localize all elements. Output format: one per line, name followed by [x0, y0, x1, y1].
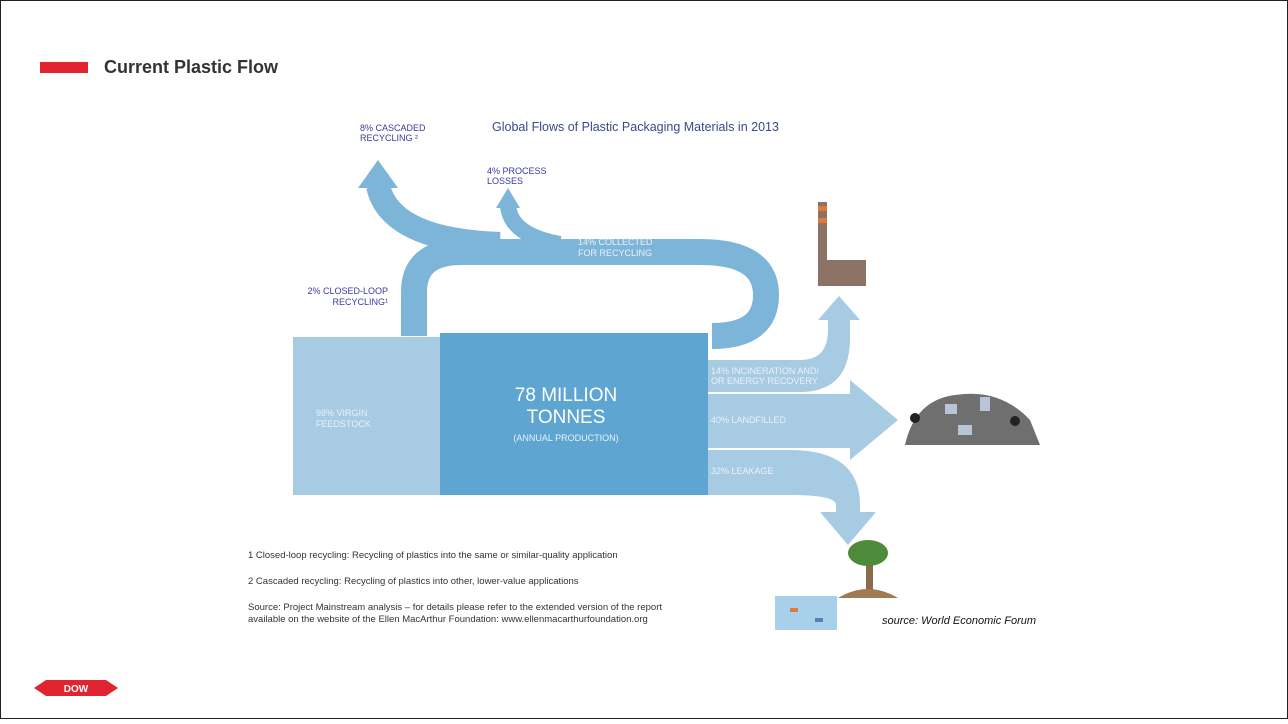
production-box: [440, 333, 708, 495]
incineration-label: 14% INCINERATION AND/: [711, 366, 819, 376]
logo: [34, 680, 118, 696]
production-label: (ANNUAL PRODUCTION): [513, 433, 618, 443]
logo-text: DOW: [64, 684, 89, 695]
process-label: 4% PROCESS: [487, 166, 547, 176]
footnote: available on the website of the Ellen Ma…: [248, 614, 648, 625]
footnote: 2 Cascaded recycling: Recycling of plast…: [248, 576, 579, 587]
production-label: TONNES: [527, 407, 606, 428]
recycling-loop: [366, 182, 780, 349]
chimney-icon: [818, 202, 866, 286]
collected-label: FOR RECYCLING: [578, 248, 652, 258]
closed-loop-label: RECYCLING¹: [332, 297, 388, 307]
landfill-icon: [905, 393, 1040, 445]
diagram-title: Global Flows of Plastic Packaging Materi…: [492, 120, 779, 134]
incineration-label: OR ENERGY RECOVERY: [711, 376, 818, 386]
closed-loop-label: 2% CLOSED-LOOP: [307, 286, 388, 296]
slide-title: Current Plastic Flow: [104, 57, 279, 77]
leakage-label: 32% LEAKAGE: [711, 466, 774, 476]
virgin-label: 98% VIRGIN: [316, 408, 368, 418]
cascaded-label: RECYCLING ²: [360, 133, 418, 143]
collected-label: 14% COLLECTED: [578, 237, 653, 247]
arrow-head: [496, 188, 520, 208]
production-label: 78 MILLION: [515, 385, 617, 406]
title-accent: [40, 62, 88, 73]
leakage-flow: [708, 450, 860, 512]
arrow-head: [358, 160, 398, 188]
incineration-flow: [708, 318, 850, 392]
landfill-label: 40% LANDFILLED: [711, 415, 787, 425]
arrow-head: [820, 512, 876, 545]
tree-icon: [775, 540, 898, 630]
virgin-label: FEEDSTOCK: [316, 419, 371, 429]
cascaded-label: 8% CASCADED: [360, 123, 426, 133]
virgin-box: [293, 337, 440, 495]
arrow-head: [818, 296, 860, 320]
landfill-flow: [708, 380, 898, 460]
footnote: Source: Project Mainstream analysis – fo…: [248, 602, 662, 613]
process-label: LOSSES: [487, 176, 523, 186]
source-note: source: World Economic Forum: [882, 615, 1036, 627]
footnote: 1 Closed-loop recycling: Recycling of pl…: [248, 550, 618, 561]
